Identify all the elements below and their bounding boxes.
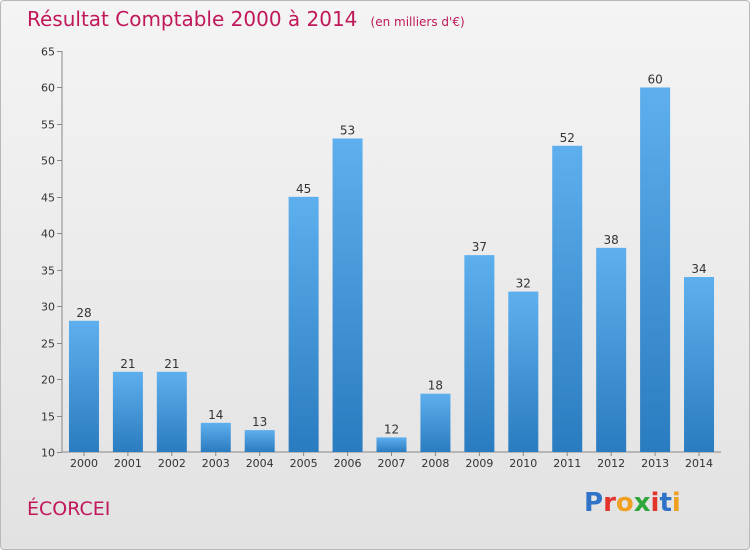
- x-tick-label: 2012: [597, 457, 625, 470]
- bar-value-label: 52: [560, 131, 575, 145]
- bar-value-label: 60: [647, 72, 662, 86]
- title-unit: (en milliers d'€): [370, 15, 465, 29]
- y-tick-label: 55: [41, 119, 55, 132]
- bar-value-label: 13: [252, 415, 267, 429]
- x-tick-label: 2011: [553, 457, 581, 470]
- bar: [640, 87, 671, 453]
- logo-letter: x: [633, 488, 651, 518]
- x-tick-label: 2006: [334, 457, 362, 470]
- bar: [464, 255, 495, 452]
- y-tick-label: 10: [41, 447, 55, 460]
- x-tick-label: 2009: [465, 457, 493, 470]
- bar-value-label: 28: [76, 306, 91, 320]
- x-tick-label: 2001: [114, 457, 142, 470]
- x-tick-label: 2000: [70, 457, 98, 470]
- bar: [68, 320, 99, 452]
- logo-letter: i: [671, 488, 681, 518]
- bar-value-label: 21: [120, 357, 135, 371]
- y-tick-label: 45: [41, 192, 55, 205]
- bar: [200, 422, 231, 452]
- bar: [420, 393, 451, 452]
- bar: [508, 291, 539, 452]
- x-tick-label: 2005: [290, 457, 318, 470]
- logo-letter: t: [659, 488, 672, 518]
- bar: [244, 430, 275, 452]
- bar: [552, 145, 583, 453]
- bar: [376, 437, 407, 452]
- bar: [596, 247, 627, 452]
- x-tick-label: 2004: [246, 457, 274, 470]
- logo-letter: r: [603, 488, 616, 518]
- bar-value-label: 21: [164, 357, 179, 371]
- bar-value-label: 45: [296, 182, 311, 196]
- x-tick-label: 2003: [202, 457, 230, 470]
- x-tick-label: 2008: [421, 457, 449, 470]
- y-tick-label: 30: [41, 301, 55, 314]
- town-name: ÉCORCEI: [27, 498, 111, 520]
- bar-value-label: 32: [516, 277, 531, 291]
- y-tick-label: 15: [41, 411, 55, 424]
- y-tick-label: 25: [41, 338, 55, 351]
- y-tick-label: 40: [41, 228, 55, 241]
- bar: [112, 371, 143, 452]
- logo-letter: i: [650, 488, 660, 518]
- bar-value-label: 14: [208, 408, 223, 422]
- y-tick-label: 60: [41, 82, 55, 95]
- logo-letter: P: [584, 488, 604, 518]
- bar: [684, 277, 715, 452]
- bar-value-label: 18: [428, 379, 443, 393]
- y-tick-label: 65: [41, 46, 55, 59]
- title-main: Résultat Comptable 2000 à 2014: [27, 7, 358, 31]
- x-tick-label: 2010: [509, 457, 537, 470]
- x-tick-label: 2007: [378, 457, 406, 470]
- bar: [156, 371, 187, 452]
- x-tick-label: 2013: [641, 457, 669, 470]
- bar: [332, 138, 363, 452]
- y-tick-label: 35: [41, 265, 55, 278]
- y-tick-label: 50: [41, 155, 55, 168]
- y-tick-label: 20: [41, 374, 55, 387]
- logo-letter: o: [615, 488, 634, 518]
- x-tick-label: 2014: [685, 457, 713, 470]
- x-tick-label: 2002: [158, 457, 186, 470]
- bar-value-label: 12: [384, 422, 399, 436]
- proxiti-logo: Proxiti: [584, 488, 681, 518]
- bar-value-label: 38: [604, 233, 619, 247]
- bar-value-label: 37: [472, 240, 487, 254]
- chart-title: Résultat Comptable 2000 à 2014 (en milli…: [27, 7, 465, 31]
- bar: [288, 196, 319, 452]
- bar-value-label: 34: [691, 262, 706, 276]
- bar-value-label: 53: [340, 123, 355, 137]
